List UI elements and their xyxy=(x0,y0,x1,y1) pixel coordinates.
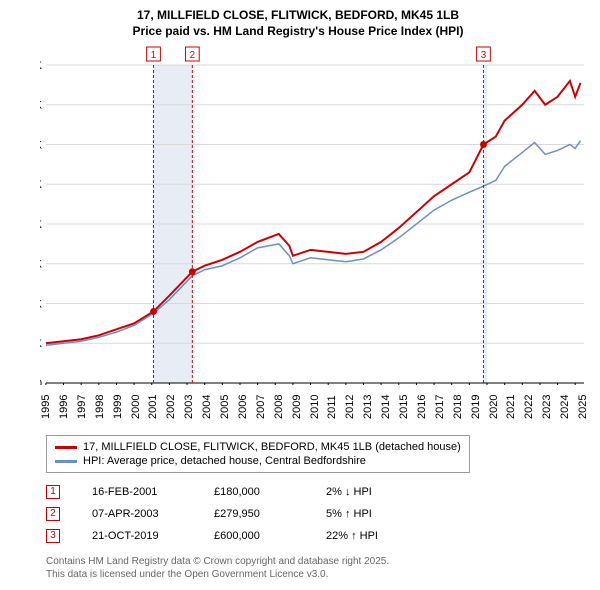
event-date: 16-FEB-2001 xyxy=(92,486,182,498)
event-row: 3 21-OCT-2019 £600,000 22% ↑ HPI xyxy=(46,525,590,547)
svg-text:£300K: £300K xyxy=(40,259,43,271)
svg-text:£0: £0 xyxy=(40,378,42,385)
x-axis-tick-label: 2022 xyxy=(523,395,535,419)
x-axis-tick-label: 2003 xyxy=(183,395,195,419)
chart-svg: £0 £100K £200K £300K £400K £500K £600K £700K £80… xyxy=(40,45,586,385)
events-table: 1 16-FEB-2001 £180,000 2% ↓ HPI 2 07-APR-2003… xyxy=(46,481,590,547)
event-price: £180,000 xyxy=(214,486,294,498)
svg-text:£400K: £400K xyxy=(40,219,43,231)
svg-text:£600K: £600K xyxy=(40,140,43,152)
x-axis-tick-label: 2019 xyxy=(470,395,482,419)
chart-container: 17, MILLFIELD CLOSE, FLITWICK, BEDFORD, … xyxy=(0,0,600,590)
x-axis-tick-label: 1995 xyxy=(40,395,52,419)
event-diff: 2% ↓ HPI xyxy=(326,486,446,498)
title-line-1: 17, MILLFIELD CLOSE, FLITWICK, BEDFORD, … xyxy=(6,8,590,24)
x-axis-tick-label: 2014 xyxy=(380,395,392,419)
x-axis-tick-label: 2020 xyxy=(488,395,500,419)
x-axis-tick-label: 1996 xyxy=(58,395,70,419)
legend-item: 17, MILLFIELD CLOSE, FLITWICK, BEDFORD, … xyxy=(55,440,461,454)
x-axis-tick-label: 2023 xyxy=(541,395,553,419)
svg-text:£100K: £100K xyxy=(40,338,43,350)
x-axis-tick-label: 2000 xyxy=(130,395,142,419)
event-price: £279,950 xyxy=(214,508,294,520)
x-axis-tick-label: 2008 xyxy=(273,395,285,419)
x-axis-tick-label: 1997 xyxy=(76,395,88,419)
x-axis-tick-label: 2012 xyxy=(344,395,356,419)
event-date: 07-APR-2003 xyxy=(92,508,182,520)
event-marker: 2 xyxy=(46,507,60,521)
attribution: Contains HM Land Registry data © Crown c… xyxy=(46,555,590,581)
x-axis-tick-label: 2001 xyxy=(147,395,159,419)
x-axis-tick-label: 2013 xyxy=(362,395,374,419)
svg-text:2: 2 xyxy=(190,50,196,61)
x-axis-labels: 1995 1996 1997 1998 1999 2000 2001 2002 2003 2004… xyxy=(40,389,586,429)
x-axis-tick-label: 1999 xyxy=(112,395,124,419)
x-axis-tick-label: 2004 xyxy=(201,395,213,419)
svg-text:1: 1 xyxy=(151,50,157,61)
svg-text:3: 3 xyxy=(481,50,487,61)
event-price: £600,000 xyxy=(214,530,294,542)
x-axis-tick-label: 1998 xyxy=(94,395,106,419)
title-line-2: Price paid vs. HM Land Registry's House … xyxy=(6,24,590,40)
x-axis-tick-label: 2009 xyxy=(291,395,303,419)
x-axis-tick-label: 2025 xyxy=(577,395,589,419)
legend-item: HPI: Average price, detached house, Cent… xyxy=(55,454,461,468)
event-diff: 5% ↑ HPI xyxy=(326,508,446,520)
svg-text:£200K: £200K xyxy=(40,299,43,311)
event-marker: 3 xyxy=(46,529,60,543)
event-date: 21-OCT-2019 xyxy=(92,530,182,542)
event-row: 1 16-FEB-2001 £180,000 2% ↓ HPI xyxy=(46,481,590,503)
legend-swatch xyxy=(55,446,77,449)
x-axis-tick-label: 2024 xyxy=(559,395,571,419)
x-axis-tick-label: 2021 xyxy=(505,395,517,419)
x-axis-tick-label: 2017 xyxy=(434,395,446,419)
chart-plot-area: £0 £100K £200K £300K £400K £500K £600K £700K £80… xyxy=(40,45,586,385)
x-axis-tick-label: 2005 xyxy=(219,395,231,419)
legend-swatch xyxy=(55,460,77,463)
x-axis-tick-label: 2016 xyxy=(416,395,428,419)
attribution-line-2: This data is licensed under the Open Gov… xyxy=(46,568,590,581)
legend-label: 17, MILLFIELD CLOSE, FLITWICK, BEDFORD, … xyxy=(83,441,461,453)
svg-text:£700K: £700K xyxy=(40,100,43,112)
x-axis-tick-label: 2010 xyxy=(309,395,321,419)
x-axis-tick-label: 2007 xyxy=(255,395,267,419)
x-axis-tick-label: 2006 xyxy=(237,395,249,419)
x-axis-tick-label: 2015 xyxy=(398,395,410,419)
svg-text:£800K: £800K xyxy=(40,60,43,72)
x-axis-tick-label: 2018 xyxy=(452,395,464,419)
event-diff: 22% ↑ HPI xyxy=(326,530,446,542)
attribution-line-1: Contains HM Land Registry data © Crown c… xyxy=(46,555,590,568)
chart-title: 17, MILLFIELD CLOSE, FLITWICK, BEDFORD, … xyxy=(6,8,590,39)
x-axis-tick-label: 2011 xyxy=(326,396,338,420)
event-marker: 1 xyxy=(46,485,60,499)
x-axis-tick-label: 2002 xyxy=(165,395,177,419)
legend: 17, MILLFIELD CLOSE, FLITWICK, BEDFORD, … xyxy=(46,435,470,473)
event-row: 2 07-APR-2003 £279,950 5% ↑ HPI xyxy=(46,503,590,525)
svg-text:£500K: £500K xyxy=(40,179,43,191)
legend-label: HPI: Average price, detached house, Cent… xyxy=(83,455,366,467)
